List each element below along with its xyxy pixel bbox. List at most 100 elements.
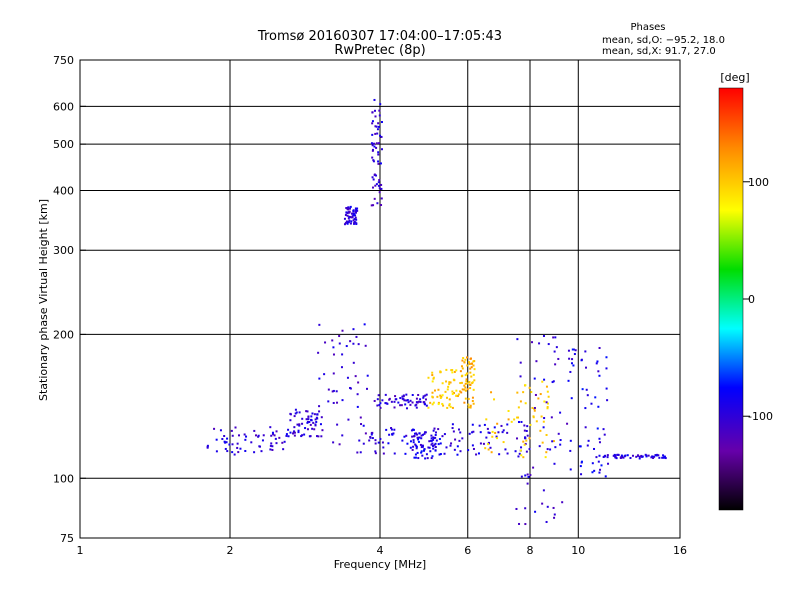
data-point (371, 122, 374, 125)
data-point (506, 452, 509, 455)
data-point (465, 356, 468, 359)
data-point (373, 173, 376, 176)
data-point (439, 453, 442, 456)
data-point (297, 429, 300, 432)
data-point (380, 197, 383, 200)
data-point (432, 429, 435, 432)
data-point (354, 211, 357, 214)
data-point (569, 370, 572, 373)
data-point (614, 454, 617, 457)
data-point (431, 371, 434, 374)
data-point (543, 400, 546, 403)
data-point (470, 362, 473, 365)
data-point (519, 449, 522, 452)
data-point (353, 218, 356, 221)
data-point (244, 449, 247, 452)
data-point (415, 397, 418, 400)
data-point (374, 115, 377, 118)
data-point (545, 451, 548, 454)
data-point (270, 442, 273, 445)
data-point (231, 434, 234, 437)
data-point (371, 431, 374, 434)
data-point (403, 435, 406, 438)
data-point (431, 374, 434, 377)
data-point (243, 433, 246, 436)
data-point (545, 434, 548, 437)
data-point (602, 456, 605, 459)
data-point (429, 401, 432, 404)
data-point (348, 219, 351, 222)
data-point (373, 109, 376, 112)
data-point (445, 396, 448, 399)
y-axis-ticks: 75 100 200 300 400 500 600 750 (53, 54, 86, 545)
data-point (501, 431, 504, 434)
data-point (275, 430, 278, 433)
data-point (371, 144, 374, 147)
data-point (413, 456, 416, 459)
data-point (443, 433, 446, 436)
data-point (445, 446, 448, 449)
data-point (579, 465, 582, 468)
data-point (410, 429, 413, 432)
data-point (306, 410, 309, 413)
data-point (423, 432, 426, 435)
data-point (356, 405, 359, 408)
data-point (533, 409, 536, 412)
data-point (598, 374, 601, 377)
colorbar-tick-label: 0 (748, 293, 755, 306)
data-point (223, 435, 226, 438)
data-point (467, 449, 470, 452)
data-point (423, 448, 426, 451)
data-point (409, 403, 412, 406)
data-point (371, 156, 374, 159)
data-point (520, 454, 523, 457)
data-point (374, 450, 377, 453)
data-point (380, 187, 383, 190)
data-point (377, 441, 380, 444)
data-point (567, 379, 570, 382)
data-point (606, 456, 609, 459)
data-point (391, 433, 394, 436)
data-point (489, 446, 492, 449)
data-point (472, 364, 475, 367)
data-point (569, 449, 572, 452)
data-point (469, 387, 472, 390)
data-point (221, 437, 224, 440)
data-point (397, 401, 400, 404)
data-point (469, 383, 472, 386)
data-point (571, 358, 574, 361)
data-point (419, 398, 422, 401)
data-point (629, 457, 632, 460)
data-point (424, 403, 427, 406)
data-point (552, 440, 555, 443)
data-point (553, 350, 556, 353)
data-point (545, 401, 548, 404)
data-point (375, 142, 378, 145)
data-point (287, 435, 290, 438)
y-tick-label: 600 (53, 100, 74, 113)
data-point (433, 389, 436, 392)
data-point (468, 363, 471, 366)
chart-title: Tromsø 20160307 17:04:00–17:05:43 (257, 29, 502, 44)
data-point (427, 376, 430, 379)
data-point (594, 396, 597, 399)
data-point (459, 370, 462, 373)
data-point (424, 431, 427, 434)
data-point (466, 382, 469, 385)
data-point (606, 454, 609, 457)
data-point (400, 404, 403, 407)
chart-subtitle: RwPretec (8p) (334, 43, 425, 58)
data-point (412, 445, 415, 448)
data-point (458, 439, 461, 442)
data-point (372, 160, 375, 163)
data-point (542, 426, 545, 429)
data-point (485, 436, 488, 439)
data-point (359, 451, 362, 454)
data-point (289, 413, 292, 416)
data-point (370, 433, 373, 436)
data-point (444, 390, 447, 393)
data-point (596, 360, 599, 363)
data-point (414, 453, 417, 456)
data-point (306, 421, 309, 424)
data-point (580, 473, 583, 476)
